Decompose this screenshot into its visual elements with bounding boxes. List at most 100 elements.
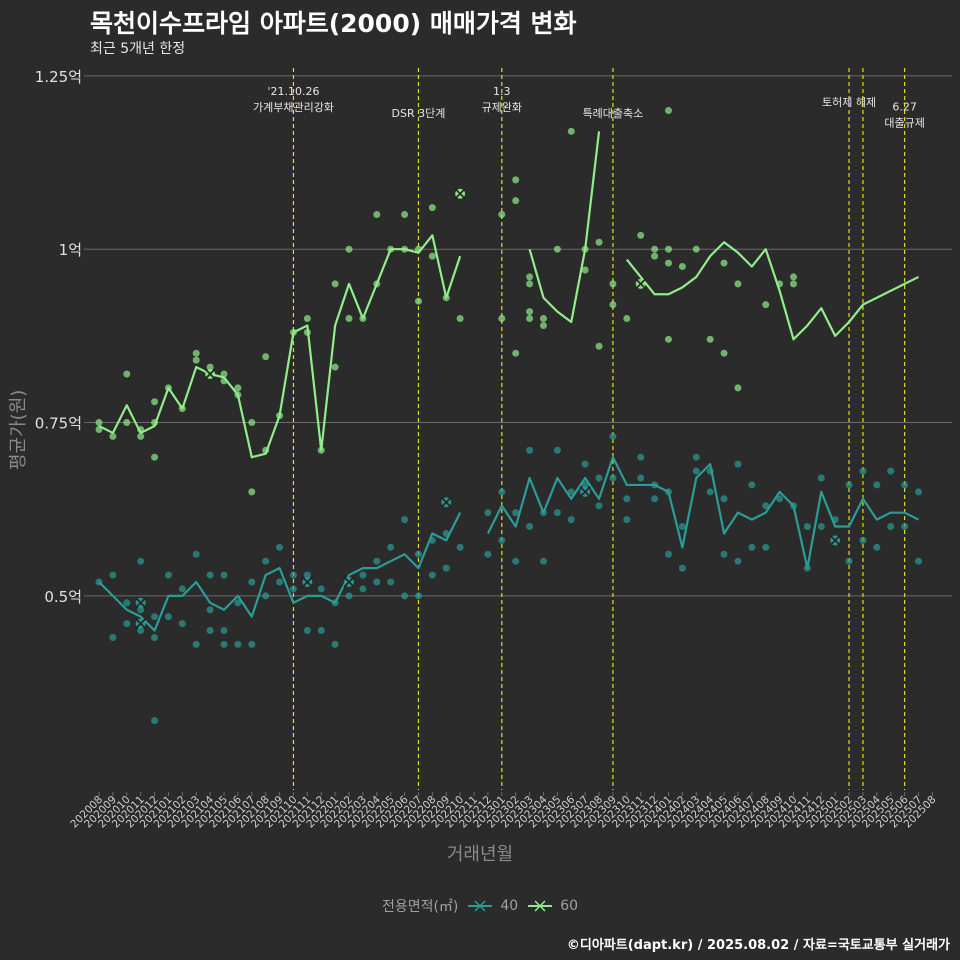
- scatter-point-40: [762, 543, 770, 551]
- marker-cross-40: [829, 534, 841, 546]
- scatter-point-40: [276, 578, 284, 586]
- scatter-point-40: [262, 557, 270, 565]
- scatter-point-40: [276, 543, 284, 551]
- scatter-point-60: [539, 315, 547, 323]
- scatter-point-40: [401, 592, 409, 600]
- scatter-point-40: [137, 627, 145, 635]
- legend-swatch-40-icon: [468, 900, 493, 912]
- scatter-point-40: [137, 606, 145, 614]
- scatter-point-40: [901, 523, 909, 531]
- scatter-point-40: [248, 640, 256, 648]
- scatter-point-40: [220, 640, 228, 648]
- scatter-point-60: [428, 204, 436, 212]
- scatter-point-60: [609, 301, 617, 309]
- scatter-point-40: [303, 627, 311, 635]
- scatter-point-60: [595, 238, 603, 246]
- marker-cross-60: [454, 188, 466, 200]
- scatter-point-40: [859, 467, 867, 475]
- event-label: 특례대출축소: [583, 107, 644, 120]
- scatter-point-40: [359, 585, 367, 593]
- scatter-point-40: [317, 585, 325, 593]
- scatter-point-40: [206, 571, 214, 579]
- scatter-point-60: [526, 280, 534, 288]
- scatter-point-40: [442, 564, 450, 572]
- scatter-point-60: [262, 353, 270, 361]
- marker-cross-40: [301, 576, 313, 588]
- scatter-point-60: [428, 252, 436, 260]
- scatter-point-60: [151, 453, 159, 461]
- scatter-point-60: [512, 349, 520, 357]
- scatter-point-40: [512, 557, 520, 565]
- scatter-point-60: [720, 349, 728, 357]
- chart-subtitle: 최근 5개년 한정: [90, 41, 186, 57]
- scatter-point-40: [553, 509, 561, 517]
- scatter-point-40: [692, 467, 700, 475]
- source-caption: ©디아파트(dapt.kr) / 2025.08.02 / 자료=국토교통부 실…: [566, 938, 950, 953]
- scatter-point-40: [581, 460, 589, 468]
- scatter-point-40: [123, 599, 131, 607]
- marker-cross-40: [135, 618, 147, 630]
- scatter-point-40: [345, 592, 353, 600]
- scatter-point-60: [206, 363, 214, 371]
- event-label: 토허제 해제: [822, 95, 876, 109]
- event-label: DSR 3단계: [392, 107, 446, 120]
- scatter-point-60: [345, 245, 353, 253]
- scatter-point-60: [512, 176, 520, 184]
- scatter-point-60: [95, 419, 103, 427]
- scatter-point-60: [220, 370, 228, 378]
- scatter-point-40: [164, 571, 172, 579]
- scatter-point-40: [539, 557, 547, 565]
- scatter-point-40: [456, 543, 464, 551]
- legend-item-60: 60: [526, 898, 578, 914]
- legend: 전용면적(㎡) 40 60: [0, 896, 960, 916]
- series-line-60: [625, 241, 920, 341]
- scatter-point-60: [790, 273, 797, 281]
- event-label: '21.10.26: [267, 85, 319, 98]
- scatter-point-40: [387, 543, 395, 551]
- scatter-point-40: [151, 633, 159, 641]
- scatter-point-40: [887, 467, 895, 475]
- event-label: 1.3: [493, 85, 511, 98]
- scatter-point-40: [484, 509, 492, 517]
- scatter-point-40: [581, 481, 589, 489]
- event-label: 규제완화: [482, 101, 522, 114]
- scatter-point-40: [317, 627, 325, 635]
- scatter-point-40: [484, 550, 492, 558]
- event-label: 가계부채관리강화: [253, 101, 334, 114]
- scatter-point-60: [248, 419, 256, 427]
- scatter-point-40: [859, 536, 867, 544]
- scatter-point-60: [664, 335, 672, 343]
- scatter-point-60: [137, 432, 145, 440]
- scatter-point-60: [498, 315, 506, 323]
- scatter-point-40: [873, 543, 881, 551]
- scatter-point-40: [678, 564, 686, 572]
- scatter-point-60: [553, 245, 561, 253]
- scatter-point-60: [734, 384, 742, 392]
- legend-label-40: 40: [500, 898, 519, 914]
- scatter-point-40: [595, 474, 603, 482]
- scatter-point-40: [206, 627, 214, 635]
- scatter-point-60: [192, 356, 200, 364]
- scatter-point-40: [720, 550, 728, 558]
- scatter-point-60: [331, 280, 339, 288]
- scatter-point-60: [526, 308, 534, 316]
- scatter-point-60: [539, 321, 547, 329]
- scatter-point-40: [609, 432, 617, 440]
- scatter-point-40: [512, 509, 520, 517]
- scatter-point-40: [414, 550, 422, 558]
- scatter-point-60: [526, 273, 534, 281]
- scatter-point-40: [817, 523, 825, 531]
- scatter-point-40: [109, 633, 117, 641]
- scatter-point-40: [387, 578, 395, 586]
- scatter-point-60: [303, 315, 311, 323]
- scatter-point-60: [762, 301, 770, 309]
- scatter-point-60: [123, 370, 131, 378]
- scatter-point-40: [734, 460, 742, 468]
- scatter-point-60: [345, 315, 353, 323]
- scatter-point-60: [192, 349, 200, 357]
- event-label: 6.27: [892, 100, 917, 113]
- scatter-point-40: [651, 495, 659, 503]
- scatter-point-40: [151, 613, 159, 621]
- scatter-point-40: [164, 613, 172, 621]
